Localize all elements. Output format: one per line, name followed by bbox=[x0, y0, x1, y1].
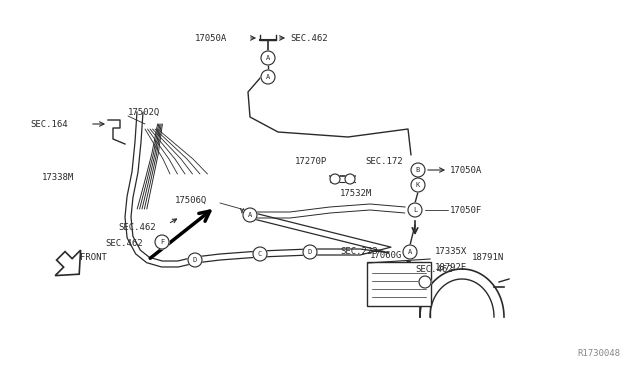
Text: 17532M: 17532M bbox=[340, 189, 372, 198]
Text: A: A bbox=[248, 212, 252, 218]
Text: K: K bbox=[416, 182, 420, 188]
Text: 17502Q: 17502Q bbox=[128, 108, 160, 116]
Text: 17335X: 17335X bbox=[435, 247, 467, 256]
Text: R1730048: R1730048 bbox=[577, 350, 620, 359]
Text: 17338M: 17338M bbox=[42, 173, 74, 182]
Text: L: L bbox=[413, 207, 417, 213]
Circle shape bbox=[330, 174, 340, 184]
Text: 17506Q: 17506Q bbox=[175, 196, 207, 205]
Circle shape bbox=[243, 208, 257, 222]
Text: 17270P: 17270P bbox=[295, 157, 327, 166]
Text: SEC.462: SEC.462 bbox=[118, 222, 156, 231]
Text: SEC.462: SEC.462 bbox=[105, 240, 143, 248]
Text: F: F bbox=[160, 239, 164, 245]
Text: 17050A: 17050A bbox=[195, 33, 227, 42]
Text: SEC.164: SEC.164 bbox=[30, 119, 68, 128]
Circle shape bbox=[419, 276, 431, 288]
Circle shape bbox=[411, 178, 425, 192]
Polygon shape bbox=[55, 250, 81, 276]
Text: SEC.462: SEC.462 bbox=[415, 266, 452, 275]
Text: 17050F: 17050F bbox=[450, 205, 483, 215]
Circle shape bbox=[155, 235, 169, 249]
Circle shape bbox=[403, 245, 417, 259]
Text: A: A bbox=[266, 55, 270, 61]
Text: C: C bbox=[258, 251, 262, 257]
Text: SEC.172: SEC.172 bbox=[365, 157, 403, 166]
Circle shape bbox=[408, 203, 422, 217]
Text: B: B bbox=[416, 167, 420, 173]
Circle shape bbox=[261, 51, 275, 65]
Text: 18792E: 18792E bbox=[435, 263, 467, 273]
Text: D: D bbox=[308, 249, 312, 255]
Text: A: A bbox=[266, 74, 270, 80]
Circle shape bbox=[303, 245, 317, 259]
Text: SEC.462: SEC.462 bbox=[290, 33, 328, 42]
Circle shape bbox=[261, 70, 275, 84]
Text: SEC.223: SEC.223 bbox=[340, 247, 378, 256]
Circle shape bbox=[345, 174, 355, 184]
Text: 17050A: 17050A bbox=[450, 166, 483, 174]
Text: 17060G: 17060G bbox=[370, 250, 403, 260]
Text: D: D bbox=[193, 257, 197, 263]
FancyBboxPatch shape bbox=[367, 262, 431, 306]
Text: 18791N: 18791N bbox=[472, 253, 504, 262]
Circle shape bbox=[188, 253, 202, 267]
Circle shape bbox=[253, 247, 267, 261]
Circle shape bbox=[411, 163, 425, 177]
Text: FRONT: FRONT bbox=[80, 253, 107, 263]
Text: A: A bbox=[408, 249, 412, 255]
